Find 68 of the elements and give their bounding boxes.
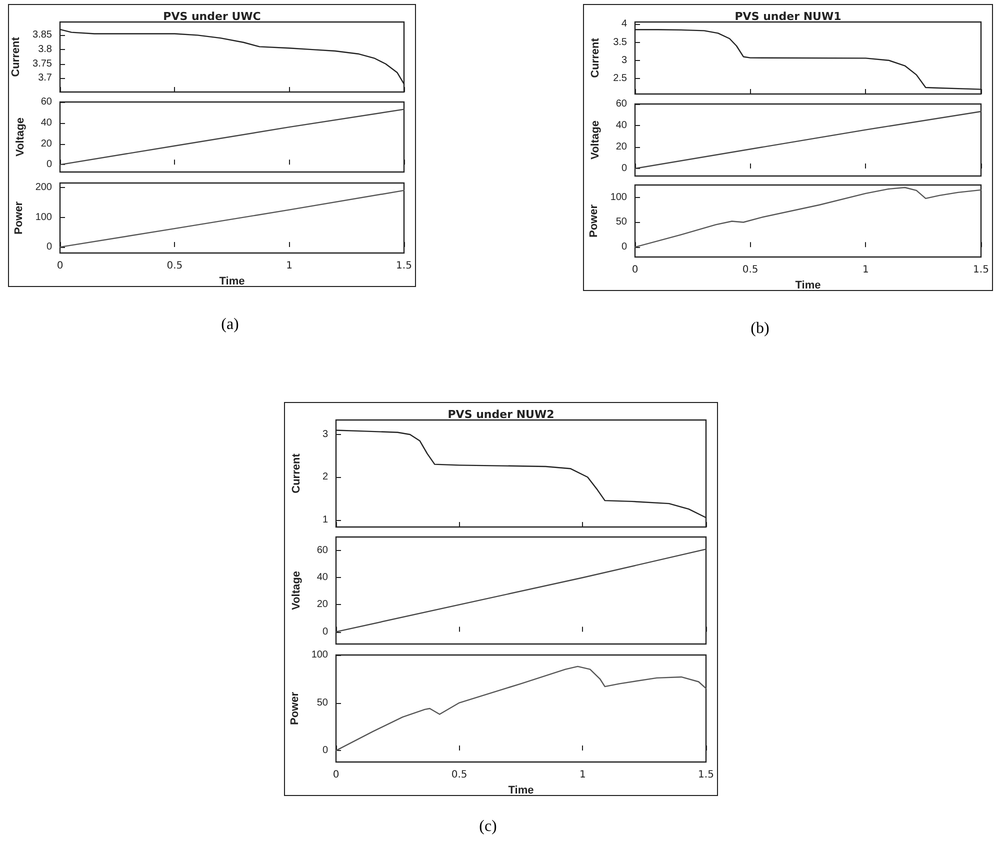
y-tick-label: 0 xyxy=(621,242,628,253)
line-series xyxy=(59,190,405,248)
y-tick-label: 3.5 xyxy=(613,36,628,48)
x-tick-label: 0 xyxy=(632,264,638,276)
y-tick-label: 3.75 xyxy=(32,58,52,70)
line-series xyxy=(634,187,982,248)
y-axis-title: Power xyxy=(588,204,600,238)
y-tick-label: 50 xyxy=(316,696,328,708)
y-tick-label: 40 xyxy=(316,572,328,584)
text: (c) xyxy=(478,818,498,836)
x-tick-label: 1.5 xyxy=(698,769,714,780)
text: (a) xyxy=(220,316,240,334)
line-series xyxy=(335,548,707,633)
y-axis-title: Power xyxy=(288,690,301,725)
line-series xyxy=(59,109,405,166)
y-tick-label: 3 xyxy=(621,54,628,66)
y-tick-label: 200 xyxy=(35,182,52,193)
y-tick-label: 60 xyxy=(616,98,628,110)
y-axis-title: Voltage xyxy=(14,118,26,157)
x-tick-label: 0.5 xyxy=(742,264,758,276)
x-tick-label: 1 xyxy=(862,264,869,276)
x-tick-label: 1.5 xyxy=(396,260,412,272)
y-tick-label: 0 xyxy=(322,744,328,756)
y-tick-label: 0 xyxy=(46,241,52,252)
y-axis-title: Current xyxy=(10,36,22,77)
y-axis-title: Power xyxy=(12,200,25,234)
y-axis-title: Current xyxy=(590,38,602,78)
chart-title: PVS under NUW1 xyxy=(734,10,842,23)
line-series xyxy=(634,110,982,169)
y-axis-title: Current xyxy=(290,453,302,494)
y-tick-label: 60 xyxy=(316,545,328,556)
x-tick-label: 1.5 xyxy=(973,264,989,276)
x-tick-label: 0.5 xyxy=(451,769,468,780)
x-tick-label: 1 xyxy=(579,769,586,780)
y-axis-title: Voltage xyxy=(590,120,602,160)
y-tick-label: 100 xyxy=(35,211,52,222)
y-tick-label: 20 xyxy=(40,138,52,150)
y-tick-label: 1 xyxy=(322,514,328,526)
y-tick-label: 50 xyxy=(616,217,628,228)
y-tick-label: 40 xyxy=(40,118,52,129)
y-tick-label: 3.8 xyxy=(38,44,52,56)
y-tick-label: 0 xyxy=(46,160,52,171)
y-tick-label: 2 xyxy=(322,472,328,483)
x-axis-title: Time xyxy=(508,784,534,796)
x-axis-title: Time xyxy=(219,275,245,288)
y-tick-label: 20 xyxy=(316,600,328,611)
x-tick-label: 0 xyxy=(56,260,64,272)
line-series xyxy=(335,666,707,751)
y-tick-label: 2.5 xyxy=(613,72,628,84)
y-tick-label: 100 xyxy=(311,649,328,660)
x-axis-title: Time xyxy=(795,280,821,292)
y-tick-label: 3 xyxy=(322,428,328,440)
y-tick-label: 4 xyxy=(621,18,628,30)
y-tick-label: 3.85 xyxy=(32,30,52,41)
y-tick-label: 20 xyxy=(616,141,628,152)
y-tick-label: 0 xyxy=(322,626,328,638)
y-tick-label: 100 xyxy=(610,192,628,204)
y-tick-label: 60 xyxy=(40,96,52,108)
y-tick-label: 3.7 xyxy=(38,72,52,84)
x-tick-label: 0.5 xyxy=(166,260,183,272)
chart-title: PVS under NUW2 xyxy=(448,408,554,421)
y-tick-label: 0 xyxy=(621,162,628,174)
y-axis-title: Voltage xyxy=(290,571,302,610)
x-tick-label: 0 xyxy=(332,769,340,780)
x-tick-label: 1 xyxy=(286,260,293,272)
chart-title: PVS under UWC xyxy=(163,10,261,23)
y-tick-label: 40 xyxy=(616,120,628,131)
text: (b) xyxy=(750,320,770,338)
